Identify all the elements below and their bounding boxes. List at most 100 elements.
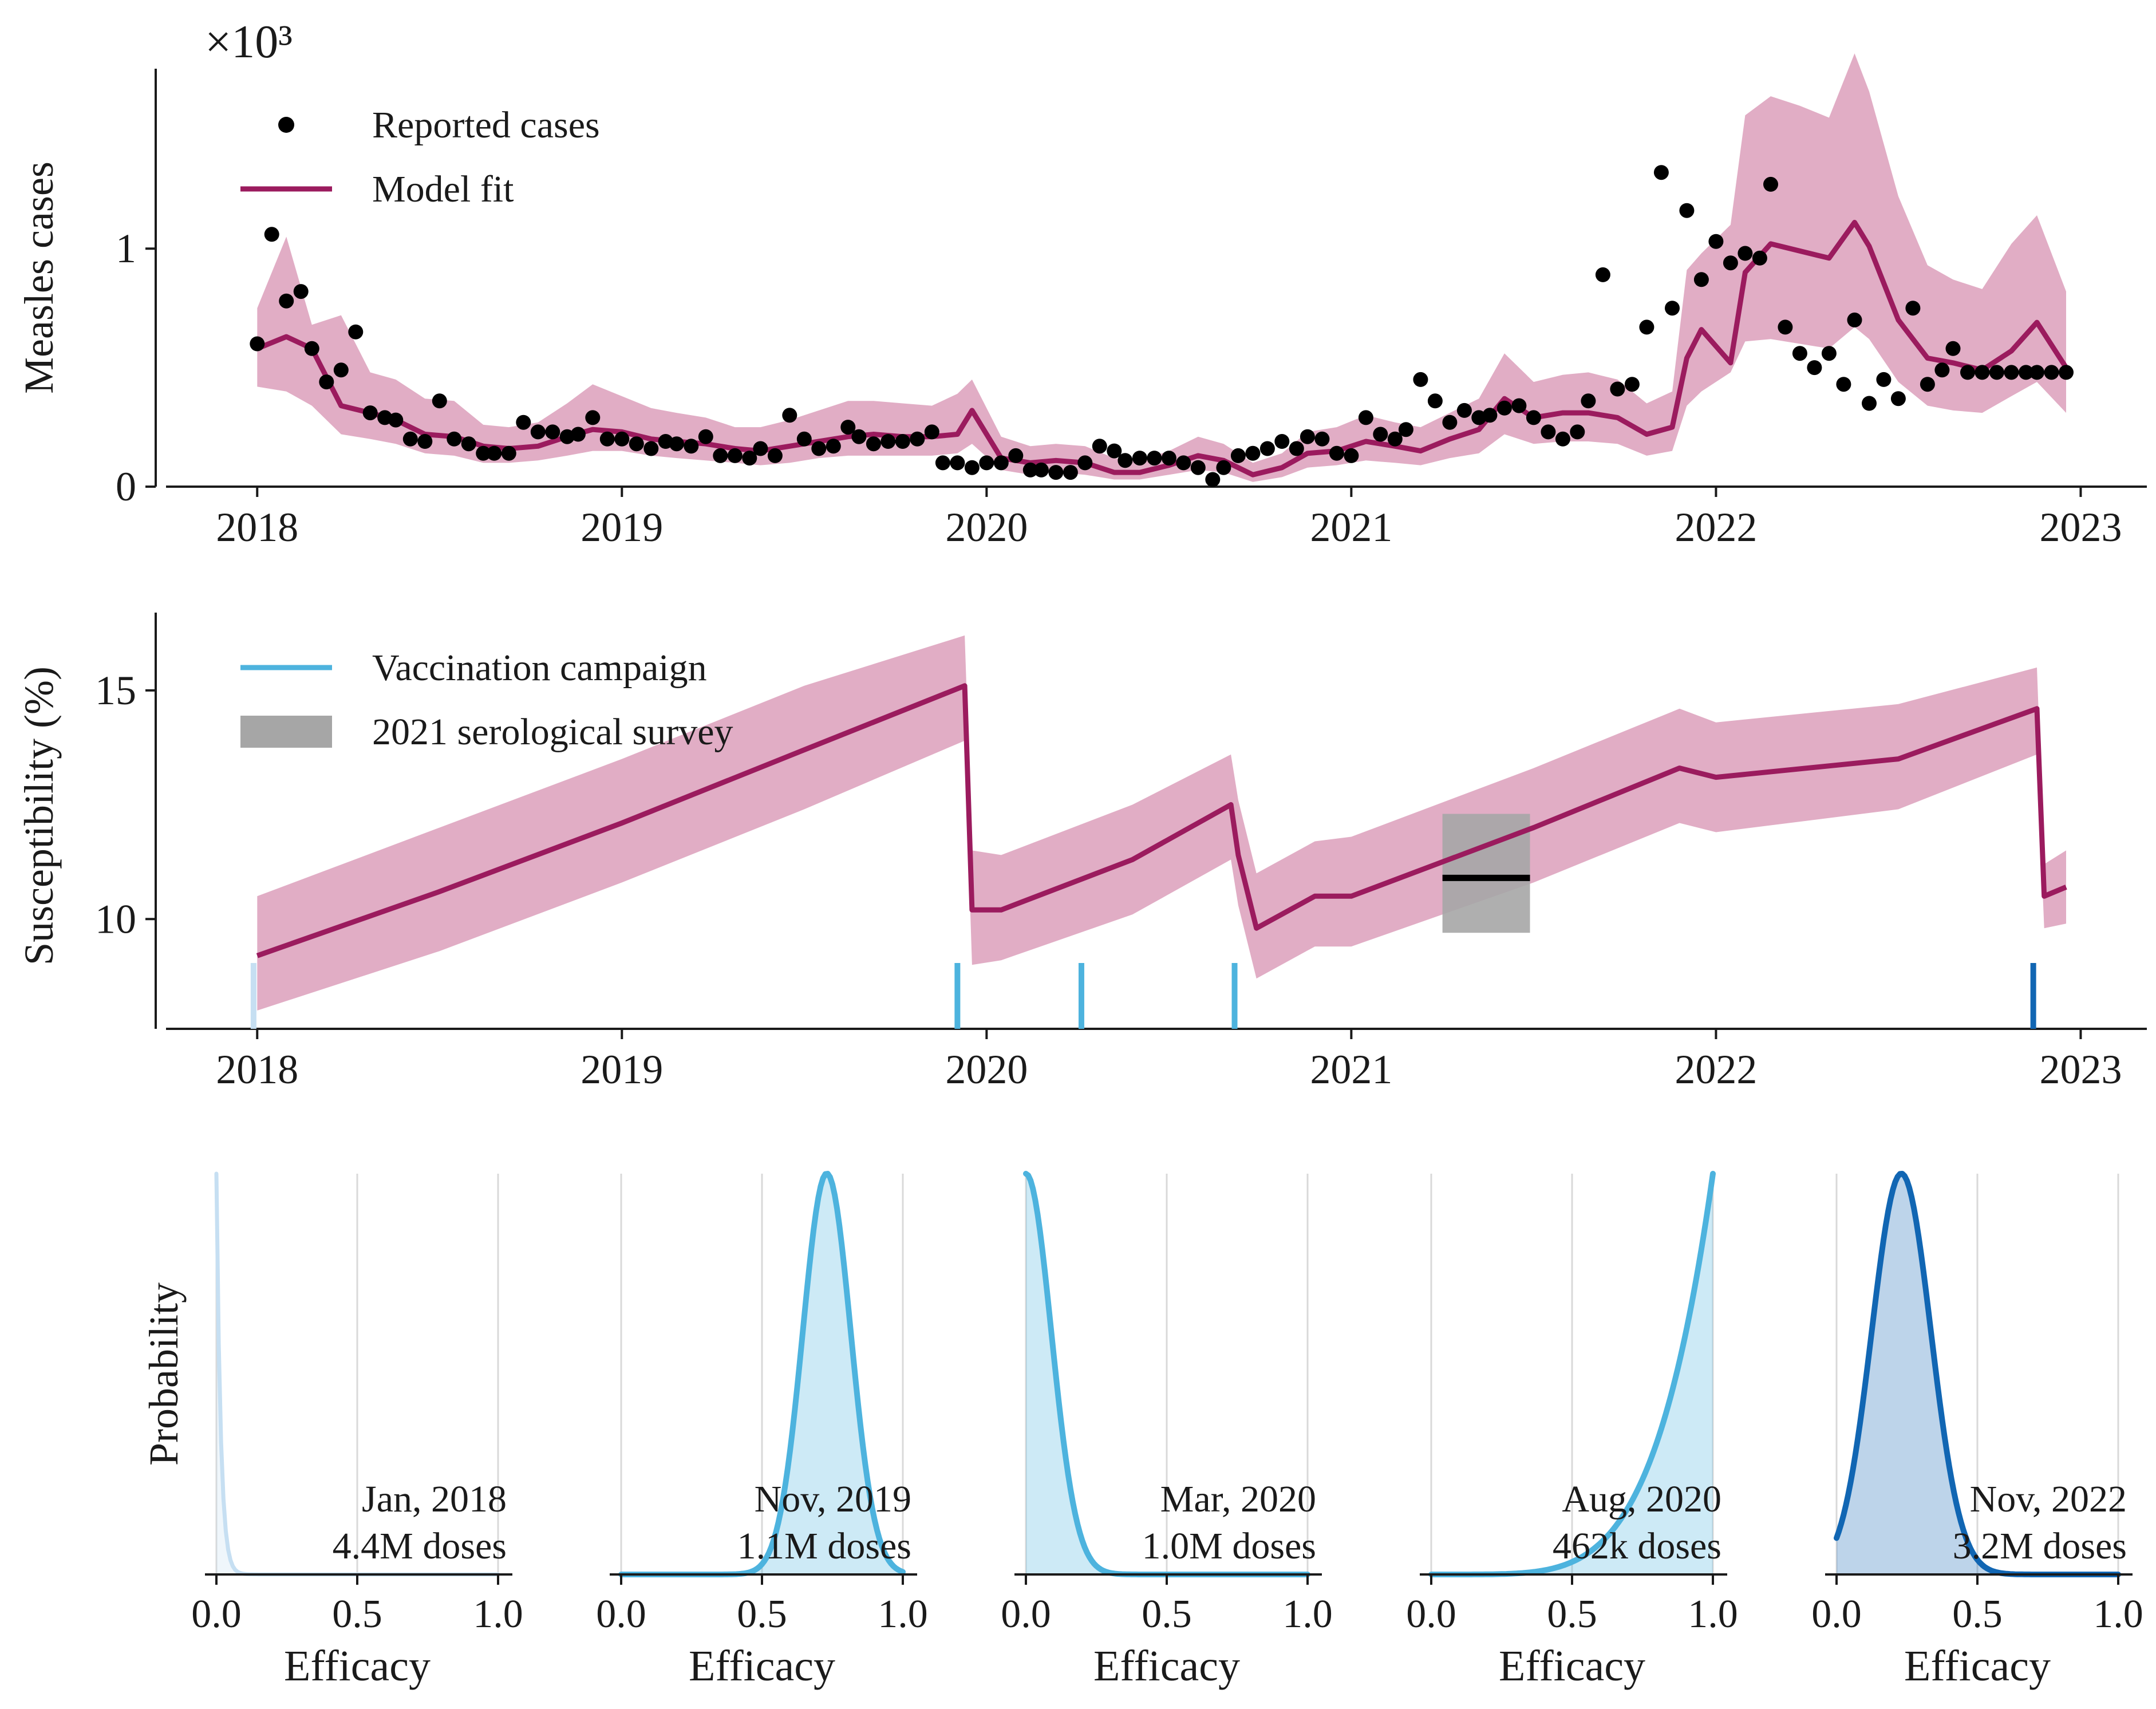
reported-case-point bbox=[402, 431, 418, 447]
efficacy-x-tick-label: 0.0 bbox=[191, 1592, 242, 1636]
reported-case-point bbox=[417, 434, 433, 449]
reported-case-point bbox=[599, 431, 615, 447]
x-tick-label: 2019 bbox=[581, 504, 663, 550]
efficacy-x-tick-label: 0.0 bbox=[1001, 1592, 1051, 1636]
reported-case-point bbox=[1876, 372, 1892, 387]
reported-case-point bbox=[1413, 372, 1428, 387]
x-tick-label: 2021 bbox=[1310, 1047, 1392, 1092]
susceptibility-panel: Susceptibility (%) 2018 2019 2020 2021 2022 2… bbox=[16, 613, 2147, 1092]
reported-case-point bbox=[1653, 165, 1669, 180]
uncertainty-band bbox=[257, 635, 2066, 1011]
reported-case-point bbox=[1132, 451, 1147, 466]
uncertainty-band bbox=[257, 53, 2066, 482]
reported-case-point bbox=[1008, 448, 1024, 463]
efficacy-x-tick-label: 0.5 bbox=[1952, 1592, 2003, 1636]
reported-case-point bbox=[1442, 415, 1458, 430]
efficacy-x-tick-label: 0.0 bbox=[1811, 1592, 1862, 1636]
reported-case-point bbox=[585, 410, 601, 425]
x-tick-label: 2020 bbox=[945, 504, 1028, 550]
x-tick-label: 2023 bbox=[2039, 504, 2122, 550]
efficacy-x-tick-label: 0.5 bbox=[1547, 1592, 1597, 1636]
reported-case-point bbox=[826, 439, 841, 454]
reported-case-point bbox=[1048, 465, 1064, 480]
reported-case-point bbox=[1274, 434, 1290, 449]
efficacy-x-tick-label: 1.0 bbox=[473, 1592, 523, 1636]
reported-case-point bbox=[1482, 408, 1498, 423]
reported-case-point bbox=[487, 445, 502, 461]
reported-case-point bbox=[1387, 431, 1403, 447]
efficacy-x-axis-label: Efficacy bbox=[1904, 1642, 2051, 1690]
reported-case-point bbox=[1300, 429, 1315, 444]
reported-case-point bbox=[669, 436, 684, 452]
legend-label: Vaccination campaign bbox=[372, 647, 707, 689]
susceptibility-y-axis-label: Susceptibility (%) bbox=[16, 666, 62, 965]
reported-case-point bbox=[1526, 410, 1541, 425]
campaign-doses-label: 3.2M doses bbox=[1953, 1525, 2127, 1567]
reported-case-point bbox=[447, 431, 462, 447]
reported-case-point bbox=[388, 412, 404, 428]
reported-case-point bbox=[1610, 381, 1625, 397]
reported-case-point bbox=[432, 393, 447, 409]
reported-case-point bbox=[1975, 365, 1990, 380]
y-tick-label: 10 bbox=[95, 896, 136, 942]
reported-case-point bbox=[1821, 346, 1837, 361]
reported-case-point bbox=[629, 436, 644, 452]
efficacy-x-tick-label: 0.0 bbox=[596, 1592, 646, 1636]
reported-case-point bbox=[1708, 234, 1724, 249]
reported-case-point bbox=[1847, 312, 1862, 327]
reported-case-point bbox=[1358, 410, 1373, 425]
reported-case-point bbox=[782, 408, 797, 423]
reported-case-point bbox=[1581, 393, 1596, 409]
efficacy-x-tick-label: 1.0 bbox=[2093, 1592, 2143, 1636]
reported-case-point bbox=[2044, 365, 2059, 380]
reported-case-point bbox=[1679, 203, 1695, 218]
legend-label: Model fit bbox=[372, 168, 514, 210]
reported-case-point bbox=[1624, 377, 1640, 392]
reported-case-point bbox=[1890, 391, 1906, 406]
efficacy-panel: Probability 0.0 0.5 1.0 Efficacy Jan, 2018 4.… bbox=[141, 1171, 2143, 1690]
reported-case-point bbox=[461, 436, 476, 452]
y-tick-label: 15 bbox=[95, 668, 136, 713]
legend-label: 2021 serological survey bbox=[372, 711, 733, 753]
campaign-date-label: Nov, 2019 bbox=[755, 1478, 911, 1520]
reported-case-point bbox=[1314, 431, 1330, 447]
efficacy-area bbox=[621, 1174, 903, 1574]
reported-case-point bbox=[2029, 365, 2044, 380]
x-tick-label: 2021 bbox=[1310, 504, 1392, 550]
reported-case-point bbox=[1738, 246, 1753, 261]
reported-case-point bbox=[880, 434, 896, 449]
reported-case-point bbox=[796, 431, 812, 447]
efficacy-x-tick-label: 1.0 bbox=[878, 1592, 928, 1636]
reported-case-point bbox=[713, 448, 728, 463]
cases-y-multiplier: ×10³ bbox=[205, 15, 293, 68]
reported-case-point bbox=[924, 424, 939, 440]
campaign-date-label: Jan, 2018 bbox=[362, 1478, 507, 1520]
efficacy-area bbox=[1026, 1174, 1308, 1574]
reported-case-point bbox=[811, 441, 827, 456]
reported-case-point bbox=[851, 429, 867, 444]
reported-case-point bbox=[753, 441, 768, 456]
reported-case-point bbox=[866, 436, 881, 452]
x-tick-label: 2022 bbox=[1675, 504, 1757, 550]
reported-case-point bbox=[1836, 377, 1851, 392]
cases-panel: ×10³ Measles cases 2018 2019 2020 2021 2022 2… bbox=[16, 15, 2147, 550]
reported-case-point bbox=[1570, 424, 1585, 440]
reported-case-point bbox=[1398, 422, 1413, 437]
efficacy-x-tick-label: 0.5 bbox=[737, 1592, 787, 1636]
campaign-date-label: Mar, 2020 bbox=[1160, 1478, 1316, 1520]
x-tick-label: 2023 bbox=[2039, 1047, 2122, 1092]
reported-case-point bbox=[516, 415, 531, 430]
x-tick-label: 2018 bbox=[216, 1047, 298, 1092]
reported-case-point bbox=[727, 448, 743, 463]
reported-case-point bbox=[1763, 176, 1778, 192]
reported-case-point bbox=[1934, 362, 1950, 378]
reported-case-point bbox=[979, 455, 994, 471]
x-tick-label: 2022 bbox=[1675, 1047, 1757, 1092]
campaign-doses-label: 4.4M doses bbox=[333, 1525, 507, 1567]
reported-case-point bbox=[348, 324, 364, 340]
reported-case-point bbox=[1595, 267, 1610, 282]
efficacy-area bbox=[1837, 1174, 2118, 1574]
reported-case-point bbox=[1960, 365, 1975, 380]
reported-case-point bbox=[1259, 441, 1275, 456]
